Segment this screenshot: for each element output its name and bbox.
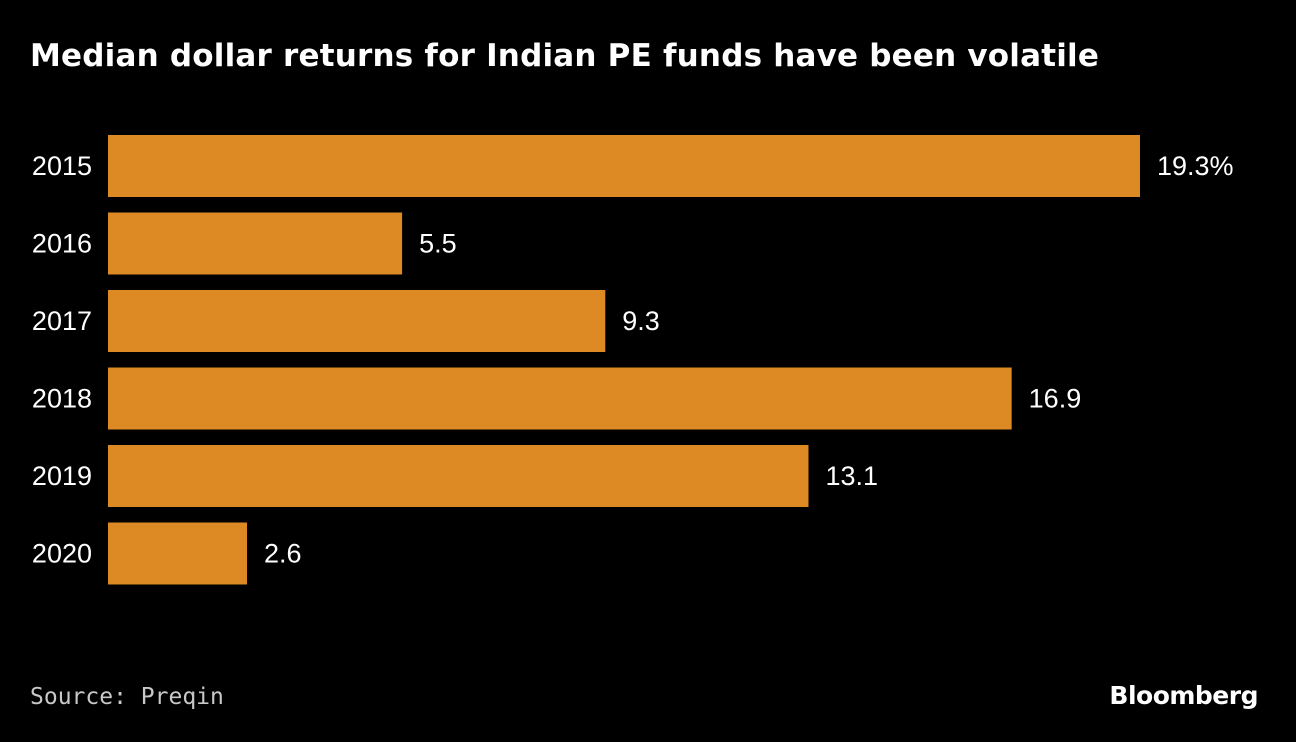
category-label-2017: 2017 xyxy=(32,306,92,336)
category-label-2018: 2018 xyxy=(32,384,92,414)
source-note: Source: Preqin xyxy=(30,684,224,710)
category-label-2020: 2020 xyxy=(32,539,92,569)
value-label-2019: 13.1 xyxy=(825,461,878,491)
value-label-2018: 16.9 xyxy=(1029,384,1082,414)
value-label-2015: 19.3% xyxy=(1157,151,1234,181)
category-label-2019: 2019 xyxy=(32,461,92,491)
value-label-2017: 9.3 xyxy=(622,306,660,336)
bar-2019 xyxy=(108,445,809,507)
value-label-2016: 5.5 xyxy=(419,229,457,259)
bar-2017 xyxy=(108,290,606,352)
category-label-2016: 2016 xyxy=(32,229,92,259)
chart-title: Median dollar returns for Indian PE fund… xyxy=(30,38,1100,74)
bar-2018 xyxy=(108,367,1012,430)
bar-2015 xyxy=(108,135,1140,197)
value-label-2020: 2.6 xyxy=(264,539,302,569)
bar-2016 xyxy=(108,212,403,275)
category-label-2015: 2015 xyxy=(32,151,92,181)
bloomberg-logo: Bloomberg xyxy=(1109,681,1258,710)
bar-2020 xyxy=(108,522,248,585)
